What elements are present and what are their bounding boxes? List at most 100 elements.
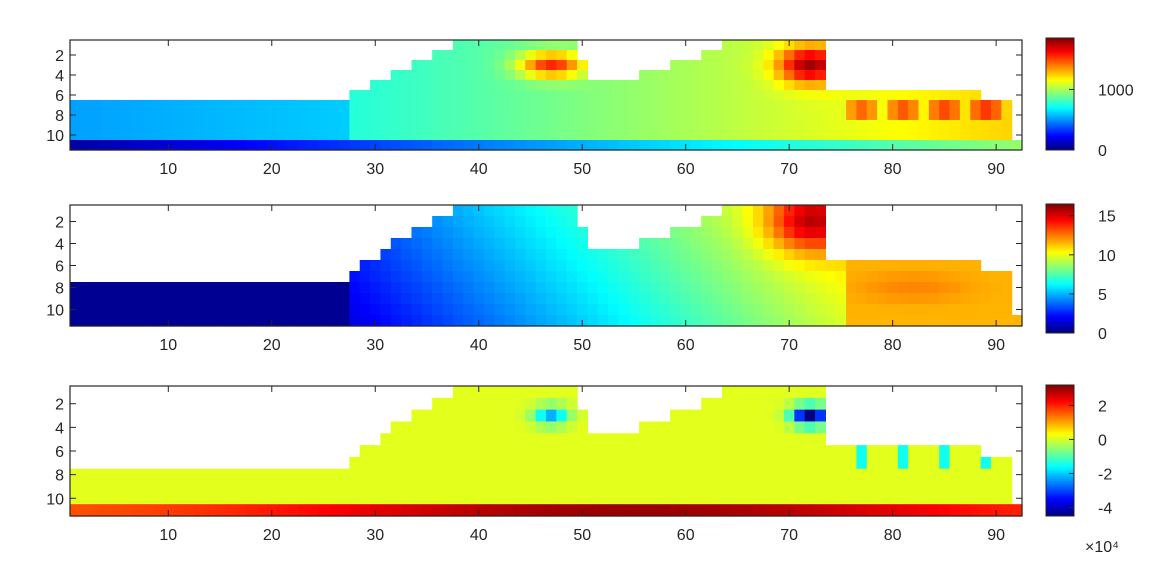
heatmap-cell — [235, 293, 247, 305]
colorbar-step — [1046, 324, 1074, 328]
heatmap-cell — [763, 304, 775, 316]
heatmap-cell — [494, 80, 506, 91]
heatmap-cell — [928, 468, 940, 482]
heatmap-cell — [763, 40, 775, 51]
heatmap-cell — [815, 421, 826, 434]
heatmap-cell — [152, 120, 164, 131]
heatmap-cell — [173, 120, 185, 131]
heatmap-cell — [877, 492, 889, 505]
heatmap-cell — [628, 504, 640, 517]
heatmap-cell — [752, 433, 764, 446]
heatmap-cell — [390, 456, 402, 470]
heatmap-cell — [204, 315, 216, 327]
heatmap-cell — [225, 130, 237, 141]
heatmap-cell — [763, 227, 775, 239]
heatmap-cell — [825, 140, 837, 151]
heatmap-cell — [80, 130, 92, 141]
heatmap-cell — [908, 504, 920, 517]
heatmap-cell — [577, 421, 588, 434]
heatmap-cell — [556, 110, 568, 121]
heatmap-cell — [525, 315, 537, 327]
heatmap-cell — [214, 110, 226, 121]
heatmap-cell — [514, 80, 526, 91]
colorbar-step — [1046, 436, 1074, 439]
heatmap-cell — [835, 480, 847, 493]
heatmap-cell — [794, 140, 806, 151]
heatmap-cell — [421, 504, 433, 517]
heatmap-cell — [825, 456, 837, 470]
heatmap-cell — [390, 140, 402, 151]
heatmap-cell — [784, 120, 795, 131]
heatmap-cell — [701, 271, 713, 283]
heatmap-cell — [556, 227, 568, 239]
heatmap-cell — [670, 480, 682, 493]
heatmap-cell — [970, 130, 982, 141]
heatmap-cell — [659, 433, 671, 446]
heatmap-cell — [815, 480, 826, 493]
heatmap-cell — [411, 140, 423, 151]
heatmap-cell — [339, 293, 350, 305]
heatmap-cell — [152, 293, 164, 305]
heatmap-cell — [80, 110, 92, 121]
heatmap-cell — [452, 60, 464, 71]
colorbar-step — [1046, 130, 1074, 133]
heatmap-cell — [659, 100, 671, 111]
heatmap-cell — [401, 140, 413, 151]
heatmap-cell — [411, 492, 423, 505]
heatmap-cell — [318, 100, 330, 111]
heatmap-cell — [401, 90, 413, 101]
y-tick-label: 6 — [55, 88, 64, 105]
heatmap-cell — [421, 80, 433, 91]
heatmap-cell — [359, 90, 371, 101]
heatmap-cell — [690, 480, 702, 493]
x-tick-label: 40 — [470, 527, 488, 544]
colorbar-step — [1046, 250, 1074, 253]
colorbar-step — [1046, 228, 1074, 231]
y-tick-label: 10 — [46, 128, 64, 145]
heatmap-cell — [752, 110, 764, 121]
heatmap-cell — [546, 100, 557, 111]
heatmap-cell — [494, 504, 506, 517]
heatmap-cell — [546, 227, 557, 239]
heatmap-cell — [1001, 120, 1013, 131]
heatmap-cell — [608, 100, 620, 111]
heatmap-cell — [308, 304, 319, 316]
heatmap-cell — [649, 304, 661, 316]
heatmap-cell — [473, 60, 485, 71]
colorbar-step — [1046, 302, 1074, 306]
heatmap-cell — [339, 110, 350, 121]
heatmap-cell — [918, 120, 930, 131]
heatmap-cell — [225, 140, 237, 151]
heatmap-cell — [349, 315, 361, 327]
heatmap-cell — [525, 304, 537, 316]
heatmap-cell — [690, 293, 702, 305]
heatmap-cell — [721, 397, 733, 411]
heatmap-cell — [442, 216, 454, 228]
heatmap-cell — [680, 480, 692, 493]
heatmap-cell — [721, 227, 733, 239]
colorbar-step — [1046, 312, 1074, 316]
heatmap-cell — [214, 100, 226, 111]
colorbar-step — [1046, 76, 1074, 79]
heatmap-cell — [721, 140, 733, 151]
heatmap-cell — [649, 468, 661, 482]
colorbar-step — [1046, 52, 1074, 55]
heatmap-cell — [504, 456, 516, 470]
heatmap-cell — [276, 492, 288, 505]
heatmap-cell — [732, 120, 744, 131]
heatmap-cell — [959, 445, 971, 458]
heatmap-cell — [628, 271, 640, 283]
colorbar-step — [1046, 304, 1074, 308]
heatmap-cell — [690, 492, 702, 505]
heatmap-cell — [411, 70, 423, 81]
heatmap-cell — [411, 293, 423, 305]
heatmap-cell — [659, 304, 671, 316]
heatmap-cell — [525, 60, 537, 71]
heatmap-cell — [421, 227, 433, 239]
colorbar-step — [1046, 462, 1074, 466]
heatmap-cell — [463, 50, 475, 61]
heatmap-cell — [649, 140, 661, 151]
heatmap-cell — [711, 130, 723, 141]
heatmap-cell — [639, 140, 651, 151]
